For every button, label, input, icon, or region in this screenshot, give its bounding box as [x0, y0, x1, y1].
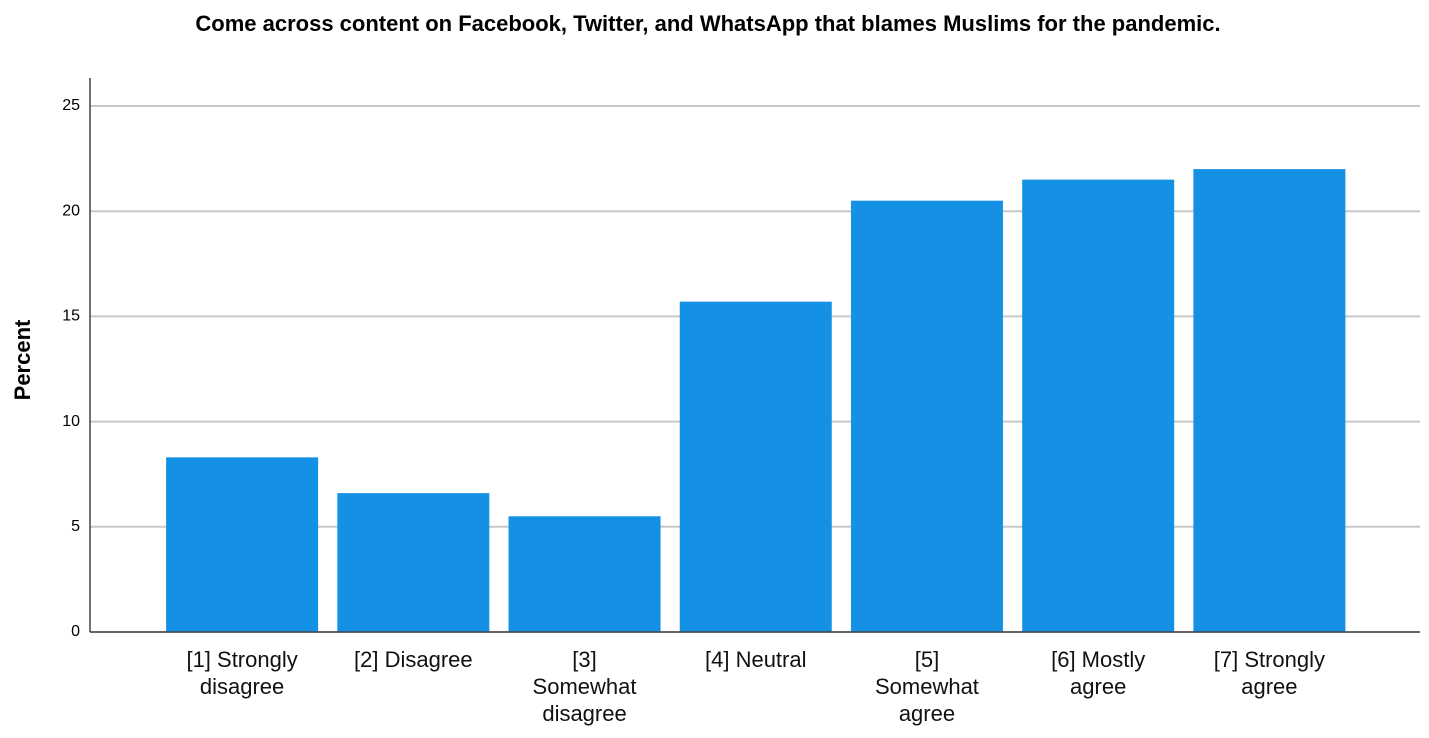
chart-title: Come across content on Facebook, Twitter…	[195, 11, 1220, 36]
x-tick-label: [6] Mostly agree	[1051, 647, 1146, 699]
y-tick-label: 0	[71, 623, 80, 640]
y-tick-label: 10	[62, 413, 80, 430]
y-tick-label: 20	[62, 202, 80, 219]
x-tick-label: [3] Somewhat disagree	[532, 647, 637, 726]
x-tick-label: [4] Neutral	[705, 647, 807, 672]
y-tick-label: 5	[71, 518, 80, 535]
x-tick-label: [1] Strongly disagree	[186, 647, 298, 699]
y-tick-label: 15	[62, 308, 80, 325]
bar	[1022, 179, 1175, 632]
bar	[166, 457, 319, 632]
x-tick-label: [2] Disagree	[354, 647, 473, 672]
bar	[679, 301, 832, 632]
x-tick-label: [7] Strongly agree	[1213, 647, 1326, 699]
x-tick-label: [5] Somewhat agree	[874, 647, 979, 726]
bar	[337, 493, 490, 632]
y-axis-label: Percent	[10, 319, 35, 400]
y-tick-label: 25	[62, 97, 80, 114]
bar	[850, 200, 1003, 632]
bar	[1193, 169, 1346, 632]
bar	[508, 516, 661, 632]
